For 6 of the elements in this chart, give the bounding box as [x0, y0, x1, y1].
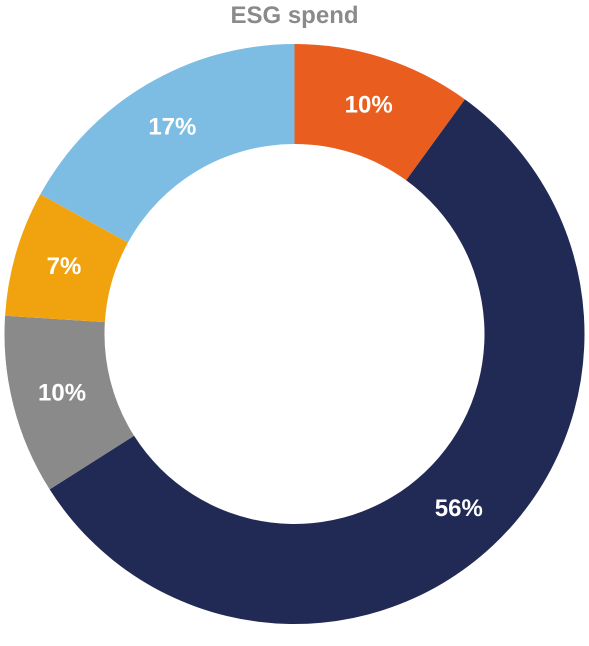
- data-label: 56%: [434, 494, 483, 522]
- data-label: 7%: [46, 253, 82, 280]
- data-label: 10%: [344, 92, 393, 119]
- chart-title: ESG spend: [230, 2, 359, 29]
- data-label: 10%: [38, 380, 86, 407]
- data-label: 17%: [148, 113, 196, 140]
